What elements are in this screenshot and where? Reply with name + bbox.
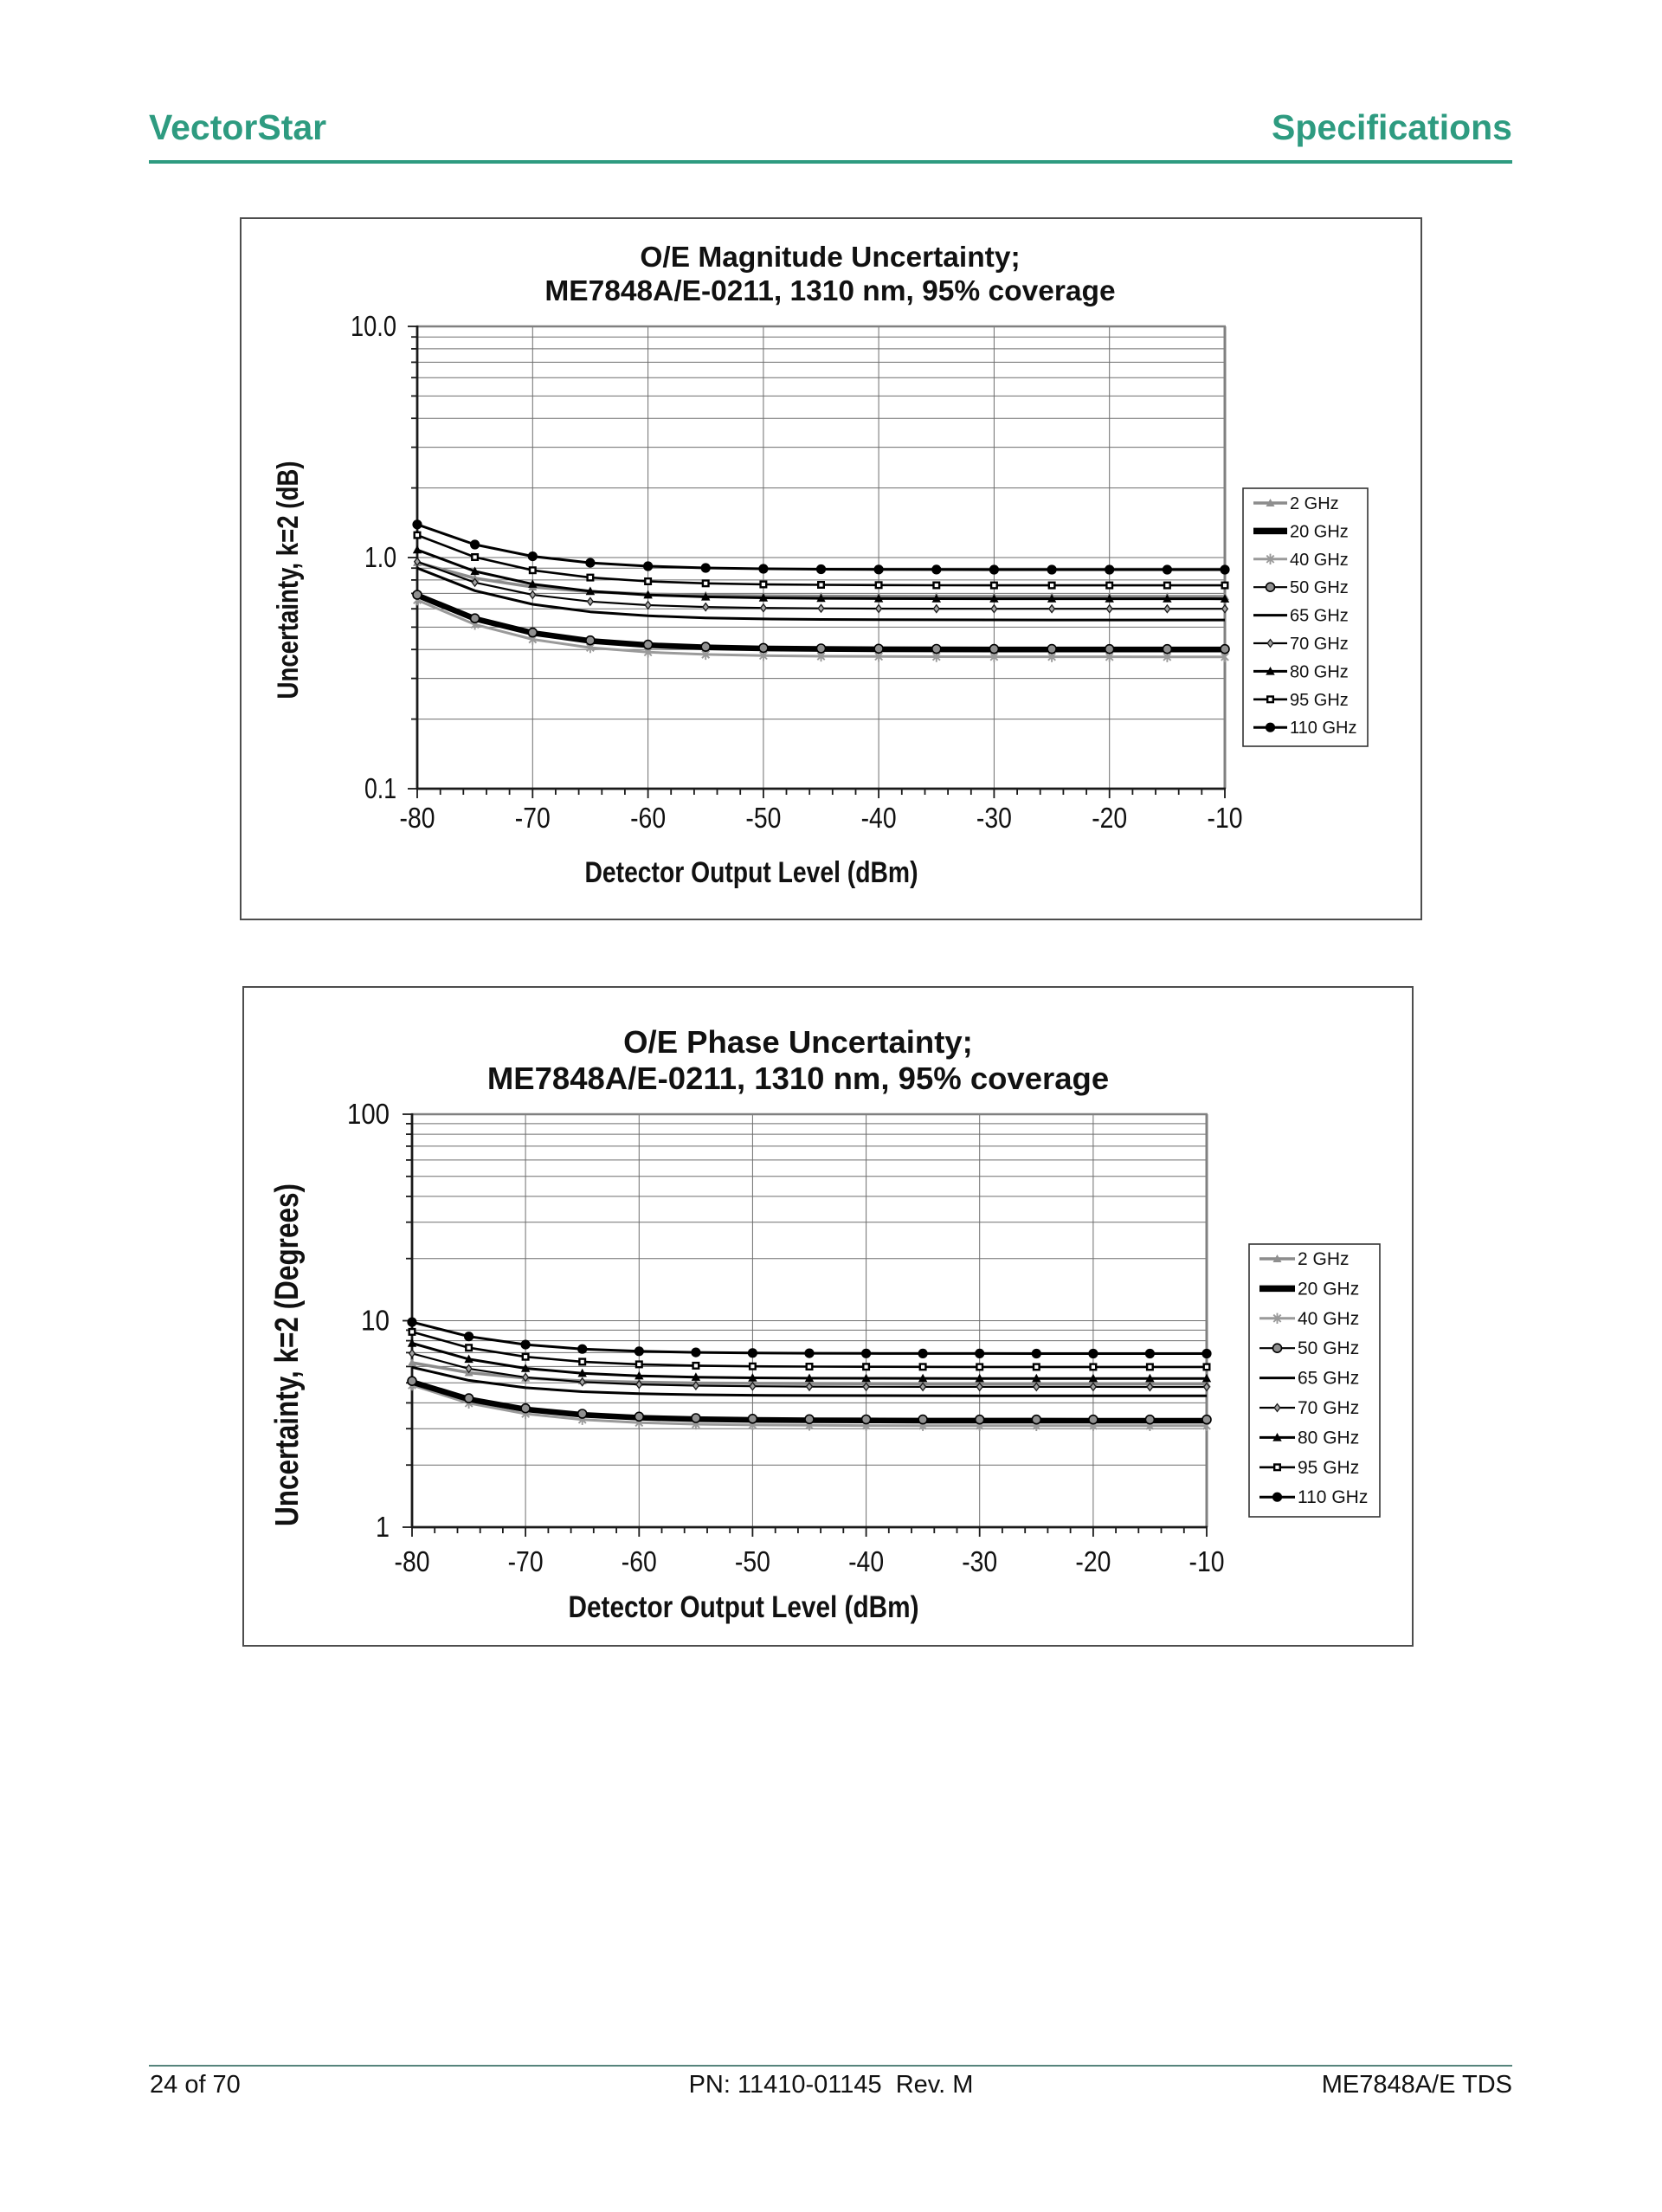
svg-text:-50: -50 bbox=[735, 1545, 770, 1577]
svg-text:-60: -60 bbox=[622, 1545, 657, 1577]
svg-text:10.0: 10.0 bbox=[351, 310, 396, 342]
svg-text:110 GHz: 110 GHz bbox=[1290, 719, 1356, 738]
svg-text:95 GHz: 95 GHz bbox=[1290, 691, 1349, 710]
svg-text:Uncertainty, k=2 (dB): Uncertainty, k=2 (dB) bbox=[272, 461, 305, 700]
svg-text:50 GHz: 50 GHz bbox=[1290, 578, 1349, 597]
svg-text:70 GHz: 70 GHz bbox=[1290, 635, 1349, 654]
svg-text:-30: -30 bbox=[962, 1545, 997, 1577]
svg-text:-40: -40 bbox=[848, 1545, 884, 1577]
svg-text:-80: -80 bbox=[395, 1545, 430, 1577]
svg-text:70 GHz: 70 GHz bbox=[1298, 1398, 1359, 1418]
svg-text:65 GHz: 65 GHz bbox=[1290, 607, 1349, 626]
svg-text:-40: -40 bbox=[861, 802, 897, 834]
svg-text:Detector Output Level (dBm): Detector Output Level (dBm) bbox=[585, 856, 918, 889]
svg-text:-10: -10 bbox=[1189, 1545, 1225, 1577]
svg-text:0.1: 0.1 bbox=[364, 772, 396, 804]
svg-text:-10: -10 bbox=[1208, 802, 1243, 834]
svg-text:50 GHz: 50 GHz bbox=[1298, 1338, 1359, 1358]
svg-text:O/E Phase Uncertainty;: O/E Phase Uncertainty; bbox=[623, 1024, 973, 1060]
svg-text:20 GHz: 20 GHz bbox=[1298, 1279, 1359, 1299]
svg-text:O/E Magnitude Uncertainty;: O/E Magnitude Uncertainty; bbox=[640, 242, 1020, 274]
svg-text:20 GHz: 20 GHz bbox=[1290, 522, 1349, 541]
svg-text:-60: -60 bbox=[630, 802, 666, 834]
svg-text:-50: -50 bbox=[745, 802, 781, 834]
svg-text:-20: -20 bbox=[1075, 1545, 1111, 1577]
svg-text:-80: -80 bbox=[400, 802, 435, 834]
svg-text:80 GHz: 80 GHz bbox=[1298, 1428, 1359, 1448]
svg-text:100: 100 bbox=[347, 1098, 390, 1130]
svg-text:65 GHz: 65 GHz bbox=[1298, 1369, 1359, 1389]
svg-text:1: 1 bbox=[376, 1511, 390, 1543]
svg-text:1.0: 1.0 bbox=[364, 541, 396, 573]
svg-text:-70: -70 bbox=[508, 1545, 544, 1577]
svg-text:2 GHz: 2 GHz bbox=[1298, 1249, 1350, 1269]
svg-text:Uncertainty, k=2 (Degrees): Uncertainty, k=2 (Degrees) bbox=[269, 1183, 306, 1526]
svg-text:ME7848A/E-0211, 1310 nm, 95% c: ME7848A/E-0211, 1310 nm, 95% coverage bbox=[487, 1061, 1109, 1096]
svg-text:40 GHz: 40 GHz bbox=[1298, 1309, 1359, 1329]
svg-text:80 GHz: 80 GHz bbox=[1290, 662, 1349, 681]
svg-text:10: 10 bbox=[361, 1305, 390, 1337]
svg-text:110 GHz: 110 GHz bbox=[1298, 1487, 1368, 1507]
svg-text:2 GHz: 2 GHz bbox=[1290, 494, 1339, 513]
svg-text:ME7848A/E-0211, 1310 nm, 95% c: ME7848A/E-0211, 1310 nm, 95% coverage bbox=[544, 275, 1115, 307]
svg-text:-70: -70 bbox=[515, 802, 551, 834]
svg-text:95 GHz: 95 GHz bbox=[1298, 1458, 1359, 1478]
svg-text:40 GHz: 40 GHz bbox=[1290, 551, 1349, 570]
svg-text:-20: -20 bbox=[1092, 802, 1127, 834]
svg-text:Detector Output Level (dBm): Detector Output Level (dBm) bbox=[569, 1590, 919, 1624]
svg-text:-30: -30 bbox=[976, 802, 1012, 834]
